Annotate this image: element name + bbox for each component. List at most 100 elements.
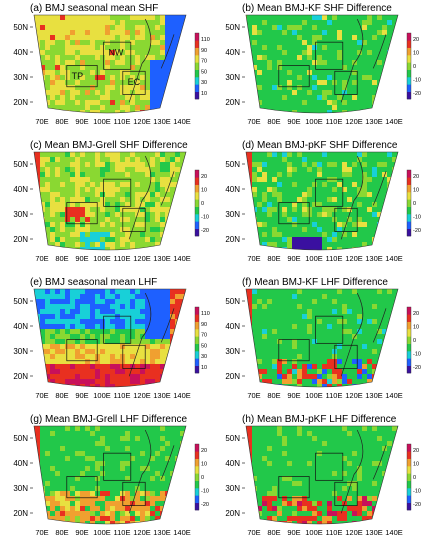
heatmap-cell	[292, 436, 298, 442]
heatmap-cell	[95, 202, 101, 208]
heatmap-cell	[160, 172, 166, 178]
heatmap-cell	[155, 304, 161, 310]
heatmap-cell	[292, 157, 298, 163]
heatmap-cell	[287, 177, 293, 183]
heatmap-cell	[135, 339, 141, 345]
heatmap-cell	[100, 456, 106, 462]
heatmap-cell	[50, 232, 56, 238]
heatmap-cell	[80, 329, 86, 335]
heatmap-cell	[165, 45, 171, 51]
heatmap-cell	[292, 364, 298, 370]
heatmap-cell	[332, 162, 338, 168]
heatmap-cell	[312, 314, 318, 320]
heatmap-cell	[105, 75, 111, 81]
heatmap-cell	[347, 451, 353, 457]
heatmap-cell	[165, 436, 171, 442]
heatmap-cell	[377, 95, 383, 101]
heatmap-cell	[287, 212, 293, 218]
heatmap-cell	[287, 349, 293, 355]
heatmap-cell	[160, 157, 166, 163]
heatmap-cell	[55, 354, 61, 360]
heatmap-cell	[292, 314, 298, 320]
heatmap-cell	[40, 451, 46, 457]
heatmap-cell	[327, 172, 333, 178]
heatmap-cell	[35, 384, 41, 387]
heatmap-cell	[80, 354, 86, 360]
heatmap-cell	[120, 202, 126, 208]
heatmap-cell	[55, 207, 61, 213]
heatmap-cell	[125, 506, 131, 512]
heatmap-cell	[35, 15, 41, 21]
lon-tick-label: 120E	[345, 117, 363, 126]
heatmap-field	[246, 152, 398, 250]
heatmap-cell	[170, 167, 176, 173]
heatmap-cell	[40, 105, 46, 111]
heatmap-cell	[80, 431, 86, 437]
heatmap-cell	[272, 177, 278, 183]
heatmap-cell	[105, 192, 111, 198]
heatmap-cell	[252, 162, 258, 168]
heatmap-cell	[145, 212, 151, 218]
heatmap-cell	[140, 491, 146, 497]
heatmap-cell	[165, 192, 171, 198]
heatmap-cell	[397, 80, 398, 86]
heatmap-cell	[362, 60, 368, 66]
heatmap-cell	[90, 344, 96, 350]
heatmap-cell	[282, 85, 288, 91]
heatmap-cell	[180, 491, 186, 497]
heatmap-cell	[110, 95, 116, 101]
heatmap-cell	[140, 172, 146, 178]
heatmap-cell	[277, 20, 283, 26]
heatmap-cell	[40, 516, 46, 522]
heatmap-cell	[252, 95, 258, 101]
heatmap-cell	[247, 334, 253, 340]
heatmap-cell	[180, 456, 186, 462]
heatmap-cell	[372, 45, 378, 51]
heatmap-cell	[302, 304, 308, 310]
heatmap-cell	[175, 476, 181, 482]
heatmap-cell	[110, 45, 116, 51]
heatmap-cell	[110, 187, 116, 193]
heatmap-cell	[140, 436, 146, 442]
heatmap-cell	[45, 344, 51, 350]
heatmap-cell	[185, 446, 186, 452]
heatmap-cell	[322, 289, 328, 295]
colorbar-segment	[407, 40, 411, 48]
heatmap-cell	[372, 227, 378, 233]
heatmap-cell	[272, 374, 278, 380]
heatmap-cell	[40, 521, 46, 524]
heatmap-cell	[75, 294, 81, 300]
heatmap-cell	[150, 289, 156, 295]
heatmap-cell	[246, 456, 248, 462]
colorbar-tick-label: 30	[201, 80, 207, 86]
heatmap-cell	[140, 85, 146, 91]
panel-d: (d) Mean BMJ-pKF SHF Difference50N40N30N…	[225, 140, 421, 263]
japan-coastline	[160, 308, 175, 343]
heatmap-cell	[34, 95, 36, 101]
heatmap-cell	[267, 247, 273, 250]
heatmap-cell	[347, 20, 353, 26]
heatmap-cell	[362, 456, 368, 462]
heatmap-cell	[135, 90, 141, 96]
heatmap-cell	[252, 294, 258, 300]
heatmap-cell	[372, 90, 378, 96]
heatmap-cell	[312, 329, 318, 335]
heatmap-cell	[135, 304, 141, 310]
heatmap-cell	[175, 197, 181, 203]
lon-tick-label: 140E	[385, 391, 403, 400]
heatmap-cell	[257, 85, 263, 91]
heatmap-cell	[367, 426, 373, 432]
heatmap-cell	[287, 40, 293, 46]
heatmap-cell	[175, 481, 181, 487]
lon-tick-label: 80E	[55, 254, 68, 263]
heatmap-cell	[130, 30, 136, 36]
lat-tick-label: 30N	[225, 347, 240, 356]
heatmap-cell	[35, 30, 41, 36]
heatmap-cell	[362, 436, 368, 442]
heatmap-cell	[60, 436, 66, 442]
heatmap-cell	[150, 511, 156, 517]
heatmap-cell	[267, 157, 273, 163]
heatmap-cell	[277, 314, 283, 320]
heatmap-cell	[95, 167, 101, 173]
heatmap-cell	[362, 431, 368, 437]
